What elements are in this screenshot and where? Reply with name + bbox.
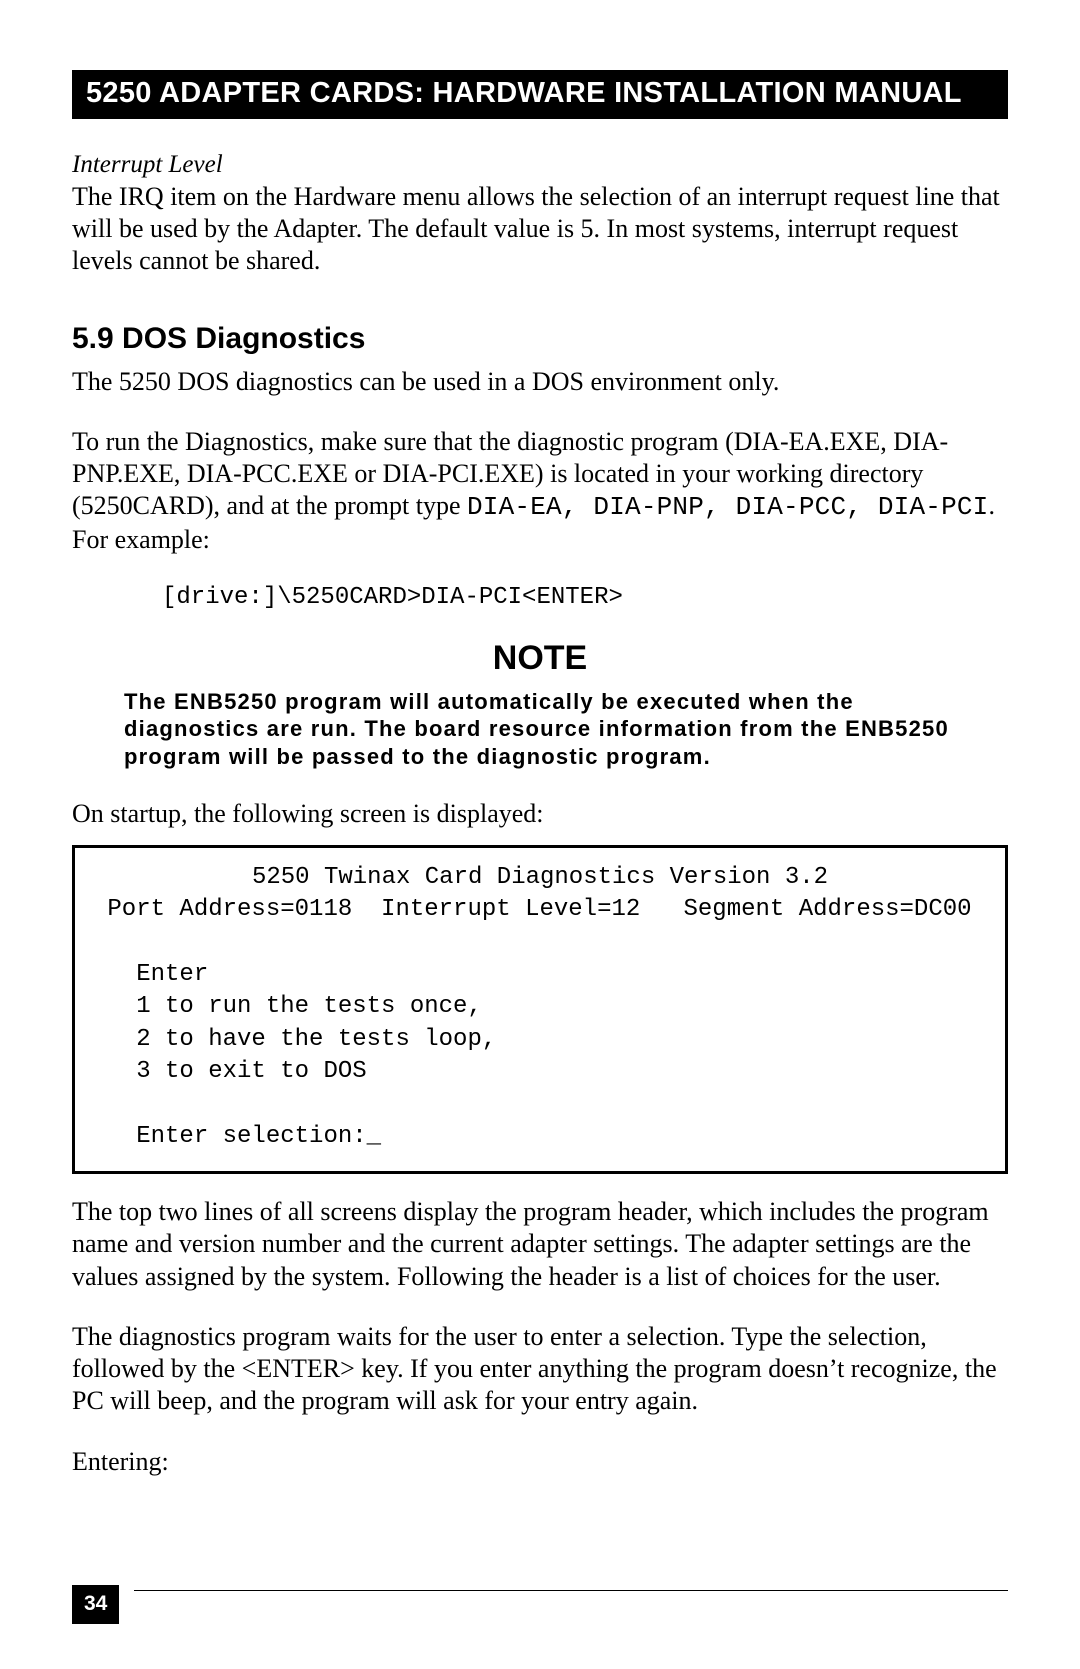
footer-rule <box>134 1590 1008 1591</box>
screen-prompt: Enter selection:_ <box>93 1121 987 1153</box>
after-para-1: The top two lines of all screens display… <box>72 1196 1008 1293</box>
header-bar: 5250 ADAPTER CARDS: HARDWARE INSTALLATIO… <box>72 70 1008 119</box>
interrupt-paragraph: The IRQ item on the Hardware menu allows… <box>72 181 1008 278</box>
section-para-2-mono: DIA-EA, DIA-PNP, DIA-PCC, DIA-PCI <box>467 492 988 522</box>
interrupt-subhead: Interrupt Level <box>72 151 1008 179</box>
screen-option-2: 2 to have the tests loop, <box>93 1024 987 1056</box>
page: 5250 ADAPTER CARDS: HARDWARE INSTALLATIO… <box>0 0 1080 1669</box>
header-title: 5250 ADAPTER CARDS: HARDWARE INSTALLATIO… <box>86 77 994 110</box>
page-footer: 34 <box>72 1590 1008 1591</box>
screen-enter: Enter <box>93 959 987 991</box>
after-para-3: Entering: <box>72 1446 1008 1478</box>
example-command: [drive:]\5250CARD>DIA-PCI<ENTER> <box>162 584 1008 611</box>
section-para-1: The 5250 DOS diagnostics can be used in … <box>72 366 1008 398</box>
screen-option-3: 3 to exit to DOS <box>93 1056 987 1088</box>
section-para-2: To run the Diagnostics, make sure that t… <box>72 426 1008 556</box>
screen-status: Port Address=0118 Interrupt Level=12 Seg… <box>93 894 987 926</box>
page-number: 34 <box>72 1585 119 1624</box>
section-heading: 5.9 DOS Diagnostics <box>72 322 1008 356</box>
screen-option-1: 1 to run the tests once, <box>93 991 987 1023</box>
diagnostics-screen: 5250 Twinax Card Diagnostics Version 3.2… <box>72 845 1008 1175</box>
startup-intro: On startup, the following screen is disp… <box>72 798 1008 830</box>
screen-title: 5250 Twinax Card Diagnostics Version 3.2 <box>93 862 987 894</box>
after-para-2: The diagnostics program waits for the us… <box>72 1321 1008 1418</box>
note-title: NOTE <box>72 639 1008 678</box>
note-body: The ENB5250 program will automatically b… <box>72 688 1008 771</box>
